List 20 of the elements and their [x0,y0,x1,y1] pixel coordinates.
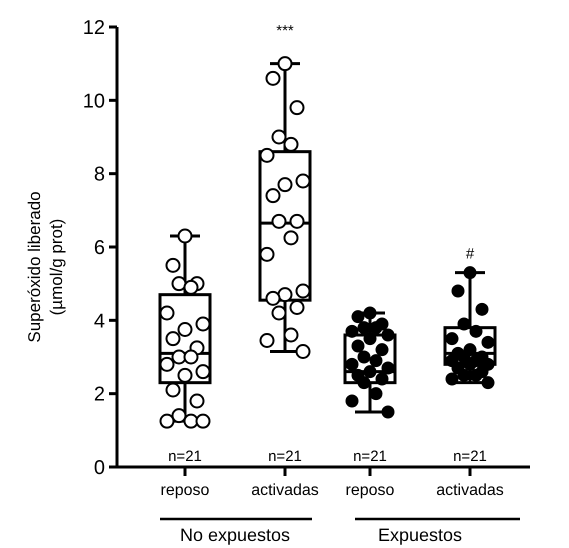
annotation: n=21 [268,448,302,465]
x-axis-title: Expuestos [378,525,462,545]
annotation: *** [276,22,294,40]
x-tick-label: activadas [251,482,319,499]
x-tick-label: reposo [160,482,210,499]
y-tick-label: 6 [94,237,105,259]
y-tick-label: 2 [94,384,105,406]
x-tick-label: reposo [346,482,395,499]
annotation: n=21 [353,448,387,465]
x-tick-label: activadas [436,482,504,499]
y-tick-label: 4 [94,310,105,332]
annotation: n=21 [168,448,202,465]
y-tick-label: 10 [82,90,105,112]
y-tick-label: 8 [94,164,105,186]
annotation: n=21 [453,448,487,465]
y-axis-title: Superóxido liberado (µmol/g prot) [25,191,66,343]
annotation: # [466,246,475,263]
y-tick-label: 12 [82,17,105,39]
x-axis-title: No expuestos [180,525,290,545]
y-tick-label: 0 [94,457,105,479]
